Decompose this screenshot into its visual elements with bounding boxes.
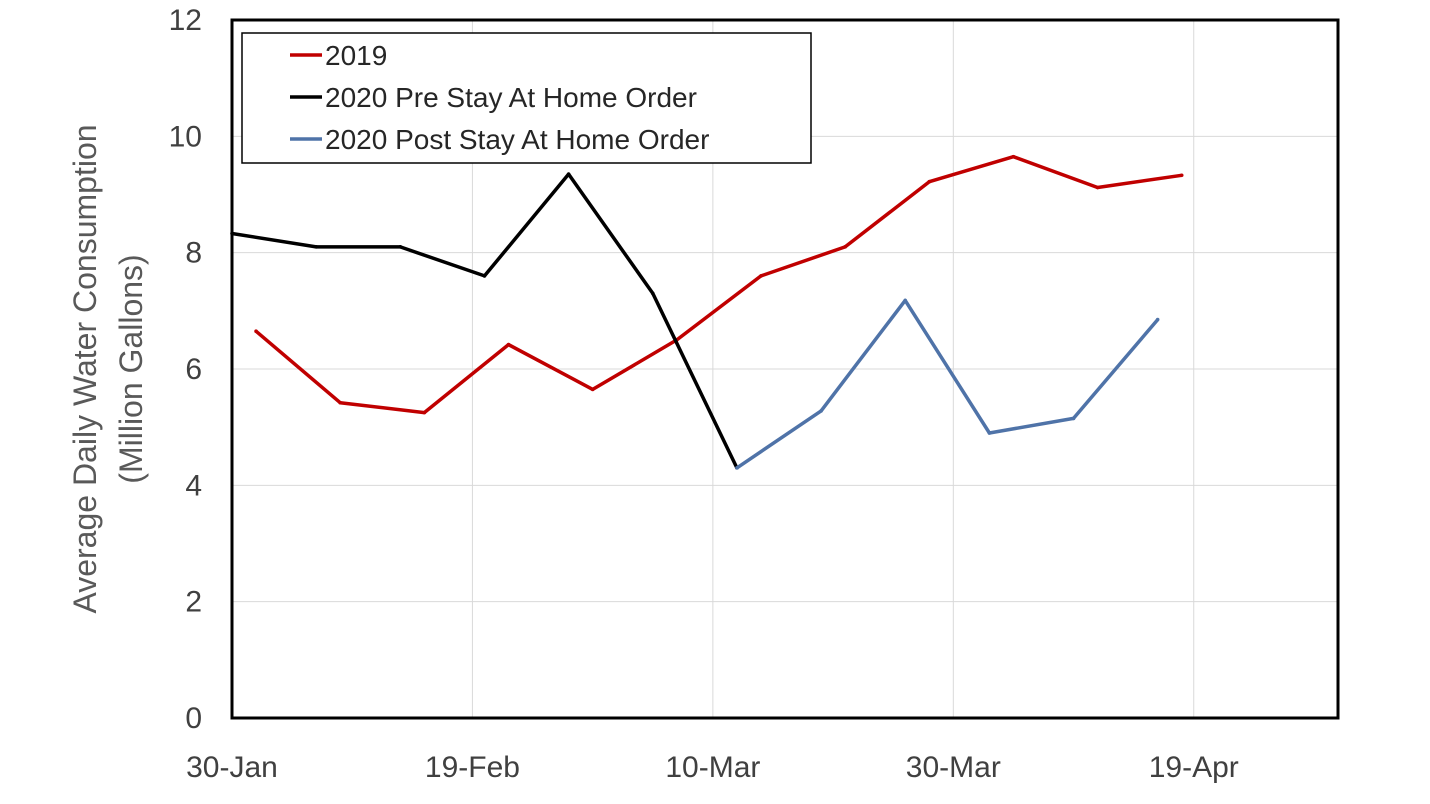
series-line-1 [254,154,1182,415]
data-point [566,172,571,176]
y-tick-label: 6 [185,353,202,386]
data-point [422,410,427,415]
data-point [314,245,318,249]
data-point [338,400,342,405]
y-axis-title-line-1: Average Daily Water Consumption [67,124,103,613]
y-tick-label: 4 [185,469,202,502]
x-tick-label: 19-Apr [1149,751,1239,784]
x-tick-label: 19-Feb [425,751,520,784]
x-tick-label: 30-Jan [186,751,278,784]
legend-box [241,32,812,164]
data-point [759,274,763,278]
data-point [819,409,823,413]
data-point [1011,154,1016,159]
data-point [650,291,655,296]
data-point [987,431,992,435]
data-point [1179,173,1184,178]
y-tick-label: 2 [185,586,202,619]
series-line-2 [231,172,739,469]
data-point [1095,185,1100,190]
y-tick-label: 12 [169,4,202,37]
legend: 2019 2020 Pre Stay At Home Order 2020 Post… [241,32,812,164]
data-point [903,298,908,303]
data-point [590,387,595,392]
y-axis-title-line-2: (Million Gallons) [113,254,149,483]
data-series [230,154,1184,470]
y-tick-label: 0 [185,702,202,735]
legend-label-2: 2020 Pre Stay At Home Order [325,82,697,113]
y-tick-label: 8 [185,237,202,270]
legend-label-1: 2019 [325,40,387,71]
x-tick-label: 10-Mar [665,751,760,784]
data-point [398,245,403,249]
data-point [735,466,739,470]
x-tick-label: 30-Mar [906,751,1001,784]
data-point [843,245,847,249]
data-point [1155,317,1160,322]
plot-area-border [230,18,1340,720]
data-point [482,274,487,278]
data-point [927,179,932,184]
data-point [254,329,258,333]
data-point [506,342,511,347]
series-line-3 [735,298,1160,470]
x-axis-ticks: 30-Jan 19-Feb 10-Mar 30-Mar 19-Apr [186,751,1239,784]
y-tick-label: 10 [169,120,202,153]
legend-label-3: 2020 Post Stay At Home Order [325,124,709,155]
y-axis-ticks: 0 2 4 6 8 10 12 [169,4,202,735]
data-point [1071,416,1076,421]
